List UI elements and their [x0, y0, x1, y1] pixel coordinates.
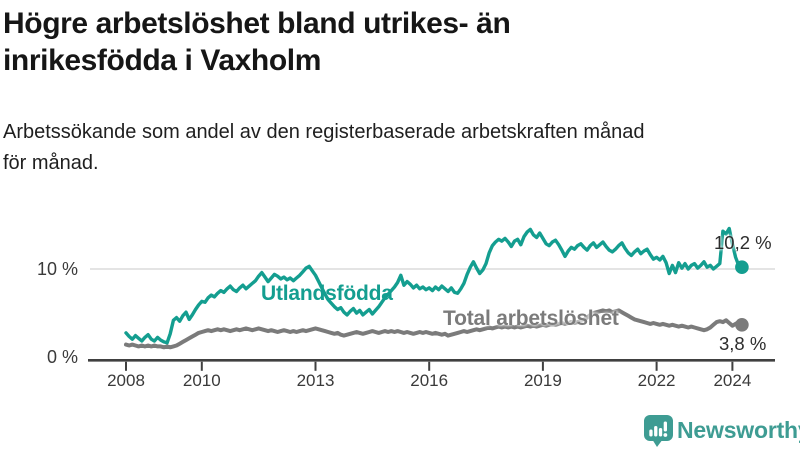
x-tick-label: 2013 [296, 371, 335, 390]
chart-subtitle-line2: för månad. [3, 152, 99, 174]
newsworthy-logo-icon [644, 415, 673, 447]
end-value-total: 3,8 % [719, 333, 767, 354]
series-label-total-arbetsloshet: Total arbetslöshet [443, 307, 619, 330]
y-axis-label-10: 10 % [36, 259, 78, 279]
x-tick-label: 2010 [182, 371, 221, 390]
chart-title-line2: inrikesfödda i Vaxholm [3, 44, 321, 77]
x-tick-label: 2019 [523, 371, 562, 390]
chart-subtitle-line1: Arbetssökande som andel av den registerb… [3, 121, 645, 143]
x-tick-label: 2016 [410, 371, 449, 390]
x-tick-label: 2008 [107, 371, 145, 390]
series-end-dot-0 [735, 260, 749, 275]
chart-title-line1: Högre arbetslöshet bland utrikes- än [3, 7, 511, 40]
series-label-utlandsfodda: Utlandsfödda [261, 282, 393, 305]
series-line-0 [124, 226, 744, 345]
x-tick-label: 2022 [637, 371, 676, 390]
series-line-1 [124, 308, 744, 350]
end-value-utlandsfodda: 10,2 % [714, 232, 772, 253]
chart-subtitle: Arbetssökande som andel av den registerb… [3, 117, 793, 179]
series-end-dot-1 [735, 318, 749, 332]
chart-title: Högre arbetslöshet bland utrikes- än inr… [3, 5, 783, 79]
x-tick-label: 2024 [713, 371, 752, 390]
newsworthy-brand-text: Newsworthy [677, 417, 800, 443]
y-axis-label-0: 0 % [46, 347, 78, 367]
